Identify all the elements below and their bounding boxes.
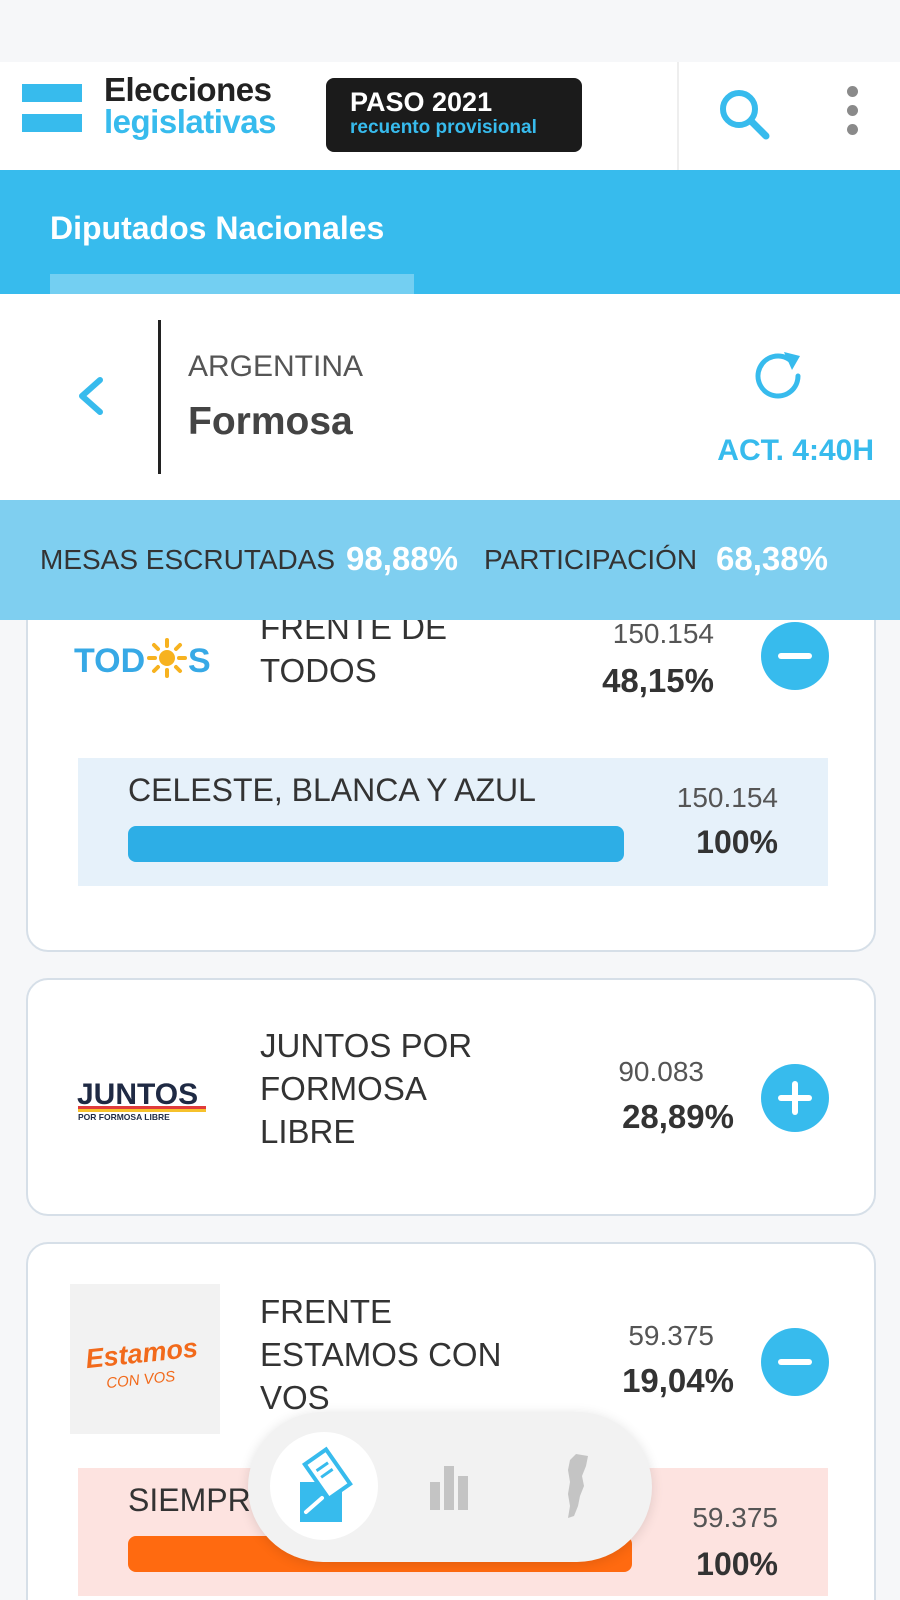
argentina-map-icon <box>568 1454 588 1518</box>
location-divider <box>158 320 161 474</box>
party-name: FRENTE ESTAMOS CON VOS <box>260 1293 502 1416</box>
party-votes: 150.154 <box>612 618 714 649</box>
party-card-frente-de-todos: TOD S FRENTE DE TODOS 150.154 48,15% CEL… <box>26 560 876 952</box>
minus-icon <box>778 653 812 659</box>
party-percent: 48,15% <box>602 662 714 699</box>
party-percent: 28,89% <box>622 1098 734 1135</box>
party-votes: 90.083 <box>618 1056 704 1087</box>
active-tab-indicator <box>50 274 414 294</box>
party-votes: 59.375 <box>628 1320 714 1351</box>
collapse-button[interactable] <box>761 622 829 690</box>
refresh-button[interactable] <box>750 346 810 406</box>
mesas-escrutadas-value: 98,88% <box>346 540 458 577</box>
kebab-dot-icon <box>846 124 858 135</box>
kebab-dot-icon <box>846 86 858 97</box>
frente-de-todos-logo: TOD S <box>74 636 214 680</box>
stats-band: MESAS ESCRUTADAS 98,88% PARTICIPACIÓN 68… <box>0 500 900 620</box>
brand-title: Elecciones legislativas <box>104 71 276 140</box>
province-title: Formosa <box>188 400 353 443</box>
nav-map-button[interactable] <box>522 1432 630 1540</box>
last-update-label: ACT. 4:40H <box>717 434 874 467</box>
nav-ballot-button[interactable] <box>270 1432 378 1540</box>
party-name: JUNTOS POR FORMOSA LIBRE <box>260 1027 473 1150</box>
list-percent: 100% <box>696 1546 778 1582</box>
refresh-icon <box>755 352 801 399</box>
juntos-logo-subtext: POR FORMOSA LIBRE <box>78 1112 170 1122</box>
list-progress-fill <box>128 826 624 862</box>
more-options-button[interactable] <box>838 86 866 146</box>
juntos-logo: JUNTOS POR FORMOSA LIBRE <box>76 1072 212 1124</box>
list-progress-bar <box>128 826 624 862</box>
badge-subtitle: recuento provisional <box>350 117 537 138</box>
collapse-button[interactable] <box>761 1328 829 1396</box>
list-row-celeste-blanca-azul: CELESTE, BLANCA Y AZUL 150.154 100% <box>78 758 828 886</box>
list-name: SIEMPR <box>128 1482 251 1518</box>
party-percent: 19,04% <box>622 1362 734 1399</box>
back-button[interactable] <box>70 366 114 426</box>
party-card-juntos-por-formosa-libre: JUNTOS POR FORMOSA LIBRE JUNTOS POR FORM… <box>26 978 876 1216</box>
list-name: CELESTE, BLANCA Y AZUL <box>128 772 536 808</box>
chevron-left-icon <box>79 377 103 415</box>
svg-text:S: S <box>188 642 211 680</box>
bar-chart-icon <box>430 1466 468 1510</box>
badge-title: PASO 2021 <box>350 87 493 117</box>
list-percent: 100% <box>696 824 778 860</box>
app-header: Elecciones legislativas PASO 2021 recuen… <box>0 62 900 170</box>
search-button[interactable] <box>714 84 774 144</box>
brand-line2: legislativas <box>104 103 276 140</box>
list-votes: 150.154 <box>676 782 778 813</box>
participacion-value: 68,38% <box>716 540 828 577</box>
tab-bar: Diputados Nacionales <box>0 170 900 294</box>
estamos-con-vos-logo: Estamos CON VOS <box>70 1284 220 1434</box>
mesas-escrutadas-label: MESAS ESCRUTADAS <box>40 544 336 575</box>
election-badge: PASO 2021 recuento provisional <box>326 78 582 152</box>
ballot-box-icon <box>300 1446 353 1522</box>
brand-line1: Elecciones <box>104 71 272 108</box>
tab-diputados-nacionales[interactable]: Diputados Nacionales <box>50 210 385 246</box>
location-panel: ARGENTINA Formosa ACT. 4:40H <box>0 294 900 500</box>
search-icon <box>720 90 770 140</box>
svg-text:TOD: TOD <box>74 642 145 680</box>
header-divider <box>677 62 679 170</box>
flag-logo-icon <box>22 84 82 132</box>
participacion-label: PARTICIPACIÓN <box>484 544 698 575</box>
kebab-dot-icon <box>846 105 858 116</box>
bottom-navigation <box>248 1412 652 1562</box>
expand-button[interactable] <box>761 1064 829 1132</box>
estamos-logo-subtext: CON VOS <box>105 1368 176 1392</box>
juntos-logo-text: JUNTOS <box>77 1078 198 1111</box>
estamos-logo-text: Estamos <box>84 1333 199 1375</box>
country-label: ARGENTINA <box>188 350 364 383</box>
minus-icon <box>778 1359 812 1365</box>
status-bar <box>0 0 900 62</box>
list-votes: 59.375 <box>692 1502 778 1533</box>
nav-chart-button[interactable] <box>396 1432 504 1540</box>
